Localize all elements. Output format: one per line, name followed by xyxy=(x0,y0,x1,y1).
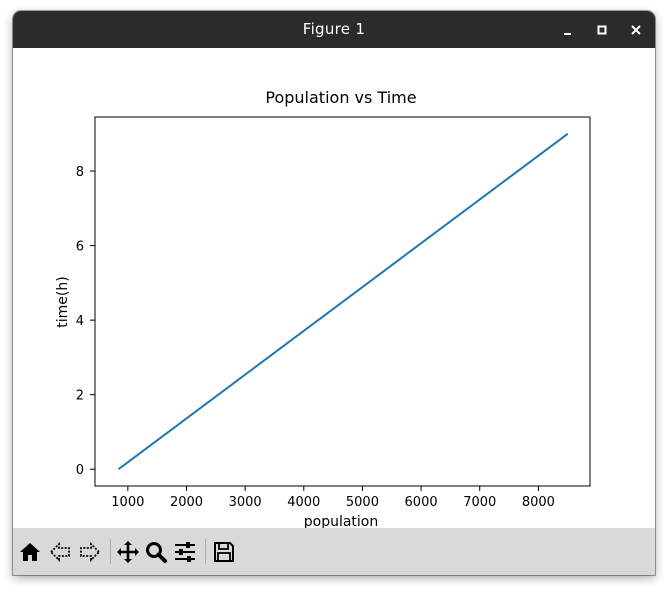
save-button[interactable] xyxy=(212,540,236,564)
navigation-toolbar xyxy=(13,528,655,575)
series-group xyxy=(117,132,569,471)
close-button[interactable] xyxy=(625,19,647,41)
back-button[interactable] xyxy=(48,540,72,564)
maximize-icon xyxy=(597,25,607,35)
floppy-disk-icon xyxy=(214,542,234,562)
series-line xyxy=(117,132,569,471)
y-axis: 0 2 4 6 8 xyxy=(76,165,95,478)
minimize-icon xyxy=(564,33,571,35)
title-bar[interactable]: Figure 1 xyxy=(13,11,655,48)
y-tick-label: 6 xyxy=(76,240,84,255)
x-tick-label: 4000 xyxy=(287,495,320,510)
line-chart: Population vs Time 1000 2000 3000 4000 5000 6… xyxy=(55,88,591,530)
axes-frame xyxy=(94,116,591,487)
toolbar-separator xyxy=(205,539,206,564)
zoom-button[interactable] xyxy=(144,540,168,564)
y-tick-label: 8 xyxy=(76,165,84,180)
x-tick-label: 3000 xyxy=(229,495,262,510)
y-tick-label: 0 xyxy=(76,463,84,478)
figure-canvas[interactable]: Population vs Time 1000 2000 3000 4000 5000 6… xyxy=(13,48,655,530)
home-icon xyxy=(20,543,40,561)
home-button[interactable] xyxy=(18,540,42,564)
close-icon xyxy=(631,25,641,35)
y-tick-label: 2 xyxy=(76,389,84,404)
forward-button[interactable] xyxy=(78,540,102,564)
y-tick-label: 4 xyxy=(76,314,84,329)
minimize-button[interactable] xyxy=(557,19,579,41)
magnifier-icon xyxy=(146,542,167,563)
x-tick-label: 6000 xyxy=(405,495,438,510)
sliders-icon xyxy=(175,542,195,562)
x-tick-label: 1000 xyxy=(111,495,144,510)
x-axis: 1000 2000 3000 4000 5000 6000 7000 8000 xyxy=(111,486,555,510)
x-tick-label: 7000 xyxy=(463,495,496,510)
forward-arrow-icon xyxy=(80,541,101,563)
x-tick-label: 8000 xyxy=(522,495,555,510)
window-title: Figure 1 xyxy=(302,20,366,38)
configure-subplots-button[interactable] xyxy=(173,540,197,564)
move-icon xyxy=(117,541,139,563)
chart-title: Population vs Time xyxy=(265,88,416,107)
y-axis-label: time(h) xyxy=(55,276,71,327)
back-arrow-icon xyxy=(49,541,70,563)
pan-button[interactable] xyxy=(116,540,140,564)
maximize-button[interactable] xyxy=(591,19,613,41)
toolbar-separator xyxy=(110,539,111,564)
x-axis-label: population xyxy=(304,514,379,528)
figure-window: Figure 1 Population vs Time 1000 2000 3000… xyxy=(13,11,655,575)
x-tick-label: 2000 xyxy=(170,495,203,510)
x-tick-label: 5000 xyxy=(346,495,379,510)
